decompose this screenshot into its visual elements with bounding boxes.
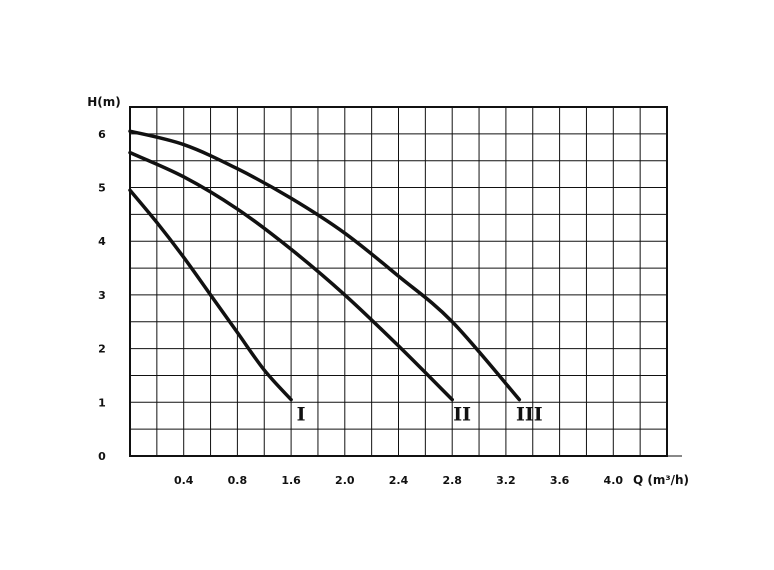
y-tick-label: 2: [98, 343, 106, 356]
y-tick-label: 0: [98, 450, 106, 463]
x-tick-label: 3.2: [496, 474, 516, 487]
plot-frame: [129, 106, 668, 457]
y-tick-label: 6: [98, 128, 106, 141]
curve-label-ii: II: [453, 404, 471, 426]
x-tick-label: 2.0: [335, 474, 355, 487]
y-tick-label: 5: [98, 182, 106, 195]
y-tick-label: 4: [98, 235, 106, 248]
x-tick-label: 0.4: [174, 474, 194, 487]
x-tick-label: 2.8: [442, 474, 462, 487]
y-tick-label: 3: [98, 289, 106, 302]
curve-label-iii: III: [516, 404, 543, 426]
pump-curve-i: [128, 188, 293, 402]
x-axis-title: Q (m³/h): [633, 473, 689, 487]
pump-curve-iii: [128, 129, 522, 402]
x-tick-label: 1.6: [281, 474, 301, 487]
x-tick-label: 4.0: [604, 474, 624, 487]
y-tick-label: 1: [98, 396, 106, 409]
curves-layer: [128, 129, 522, 402]
x-tick-label: 0.8: [228, 474, 248, 487]
y-axis-title: H(m): [87, 95, 121, 109]
pump-curve-ii: [128, 150, 454, 402]
x-tick-label: 2.4: [389, 474, 409, 487]
x-tick-label: 3.6: [550, 474, 570, 487]
curve-label-i: I: [297, 404, 306, 426]
grid-layer: [130, 107, 682, 457]
